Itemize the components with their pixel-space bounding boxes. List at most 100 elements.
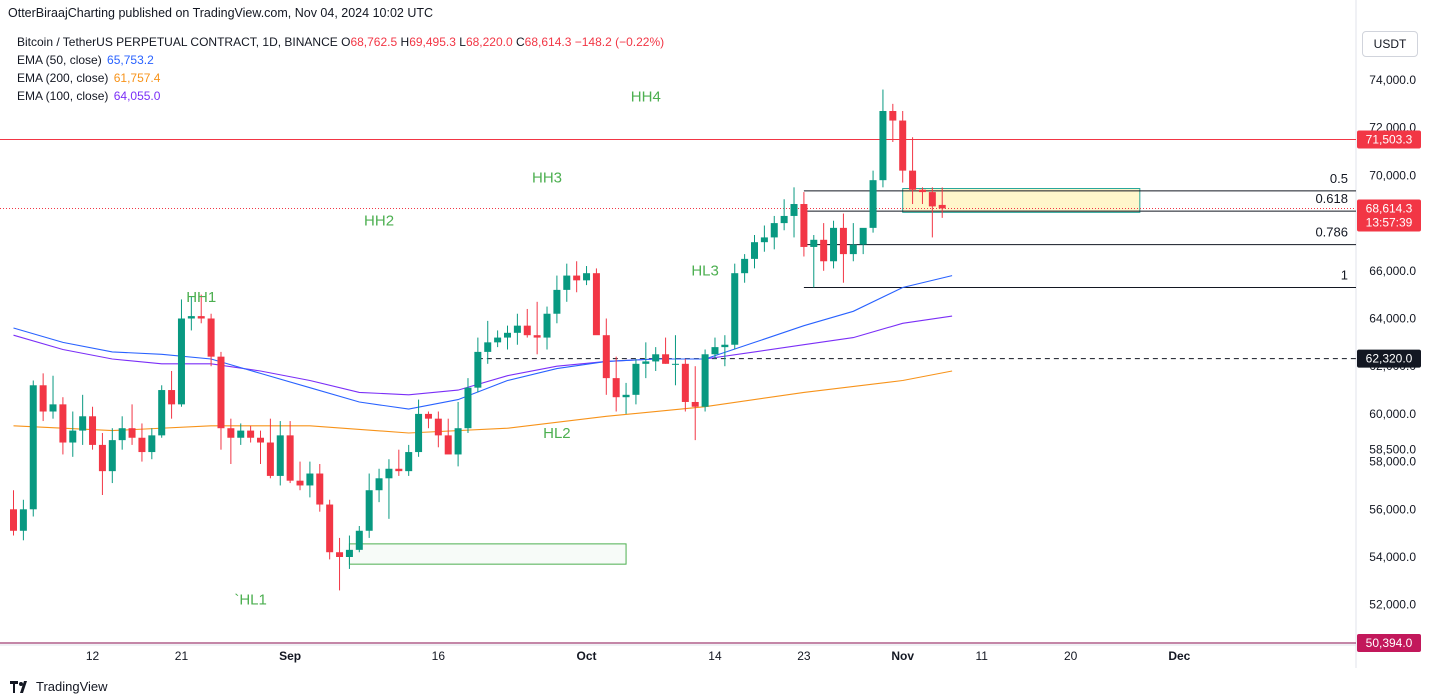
candle-body[interactable] <box>177 318 185 405</box>
candle-body[interactable] <box>513 325 521 333</box>
candle-body[interactable] <box>148 435 156 453</box>
candle-body[interactable] <box>98 444 106 472</box>
ema100-line[interactable] <box>13 315 953 396</box>
candle-body[interactable] <box>780 215 788 224</box>
candle-body[interactable] <box>494 337 502 343</box>
candle-body[interactable] <box>909 170 917 190</box>
candle-body[interactable] <box>770 223 778 238</box>
candle-body[interactable] <box>128 428 136 438</box>
candle-body[interactable] <box>553 289 561 314</box>
candle-body[interactable] <box>424 413 432 419</box>
candle-body[interactable] <box>187 316 195 319</box>
candle-body[interactable] <box>731 273 739 345</box>
candle-body[interactable] <box>415 413 423 453</box>
ema50-line[interactable] <box>13 275 953 410</box>
candle-body[interactable] <box>158 390 166 436</box>
currency-button[interactable]: USDT <box>1362 31 1418 57</box>
ema200-row[interactable]: EMA (200, close) 61,757.4 <box>17 69 664 87</box>
candle-body[interactable] <box>839 227 847 255</box>
candle-body[interactable] <box>118 428 126 441</box>
candle-body[interactable] <box>622 394 630 398</box>
candle-body[interactable] <box>227 428 235 438</box>
candle-body[interactable] <box>671 363 679 365</box>
candle-body[interactable] <box>928 192 936 207</box>
candle-body[interactable] <box>760 237 768 243</box>
candle-body[interactable] <box>721 344 729 348</box>
candle-body[interactable] <box>790 204 798 216</box>
candle-body[interactable] <box>918 189 926 193</box>
candle-body[interactable] <box>306 473 314 486</box>
candle-body[interactable] <box>257 437 264 443</box>
candle-body[interactable] <box>316 473 324 505</box>
candle-body[interactable] <box>583 273 591 281</box>
candle-body[interactable] <box>938 204 946 209</box>
candle-body[interactable] <box>266 442 274 476</box>
candle-body[interactable] <box>19 509 27 531</box>
candle-body[interactable] <box>39 385 47 412</box>
candle-body[interactable] <box>79 416 87 431</box>
candle-body[interactable] <box>830 227 838 262</box>
candle-body[interactable] <box>168 390 176 405</box>
candle-body[interactable] <box>899 120 907 171</box>
candle-body[interactable] <box>247 430 255 438</box>
candle-body[interactable] <box>741 258 749 274</box>
candle-body[interactable] <box>464 387 472 429</box>
candle-body[interactable] <box>395 468 403 472</box>
candle-body[interactable] <box>59 404 67 443</box>
candle-body[interactable] <box>681 363 689 402</box>
candle-body[interactable] <box>810 239 818 247</box>
candle-body[interactable] <box>286 435 294 481</box>
candle-body[interactable] <box>326 504 334 553</box>
candle-body[interactable] <box>217 356 225 429</box>
candle-body[interactable] <box>849 244 857 255</box>
candle-body[interactable] <box>69 430 77 443</box>
candle-body[interactable] <box>474 351 482 388</box>
ema50-row[interactable]: EMA (50, close) 65,753.2 <box>17 51 664 69</box>
candle-body[interactable] <box>612 378 620 398</box>
candle-body[interactable] <box>592 273 600 336</box>
candle-body[interactable] <box>434 418 442 436</box>
candle-body[interactable] <box>385 468 393 479</box>
candle-body[interactable] <box>108 440 116 472</box>
candle-body[interactable] <box>701 354 709 407</box>
candle-body[interactable] <box>573 275 581 281</box>
candle-body[interactable] <box>484 342 492 352</box>
candle-body[interactable] <box>49 404 57 412</box>
candle-body[interactable] <box>711 347 719 355</box>
candle-body[interactable] <box>29 385 37 510</box>
candle-body[interactable] <box>345 549 353 557</box>
candle-body[interactable] <box>533 335 541 338</box>
candle-body[interactable] <box>602 335 610 379</box>
candle-body[interactable] <box>237 430 245 438</box>
candle-body[interactable] <box>879 111 887 181</box>
candle-body[interactable] <box>523 325 531 336</box>
candle-body[interactable] <box>375 478 383 491</box>
candle-body[interactable] <box>207 318 215 357</box>
candle-body[interactable] <box>10 509 17 531</box>
candle-body[interactable] <box>563 275 571 290</box>
candle-body[interactable] <box>405 452 413 472</box>
candle-body[interactable] <box>800 204 808 247</box>
candle-body[interactable] <box>365 490 373 531</box>
candle-body[interactable] <box>138 437 146 453</box>
candle-body[interactable] <box>642 361 650 364</box>
candle-body[interactable] <box>504 332 511 338</box>
candle-body[interactable] <box>336 552 344 557</box>
candle-body[interactable] <box>869 180 877 228</box>
green-demand-zone[interactable] <box>348 543 627 565</box>
candle-body[interactable] <box>662 354 670 364</box>
candle-body[interactable] <box>296 480 304 486</box>
candle-body[interactable] <box>889 111 897 121</box>
candle-body[interactable] <box>751 242 758 259</box>
candle-body[interactable] <box>355 530 363 550</box>
candle-body[interactable] <box>859 227 867 245</box>
candle-body[interactable] <box>652 354 660 362</box>
yellow-demand-zone[interactable] <box>902 188 1141 213</box>
symbol-row[interactable]: Bitcoin / TetherUS PERPETUAL CONTRACT, 1… <box>17 33 664 51</box>
candle-body[interactable] <box>444 435 452 455</box>
candle-body[interactable] <box>691 401 699 407</box>
candle-body[interactable] <box>820 239 828 262</box>
candle-body[interactable] <box>543 313 551 338</box>
ema100-row[interactable]: EMA (100, close) 64,055.0 <box>17 87 664 105</box>
